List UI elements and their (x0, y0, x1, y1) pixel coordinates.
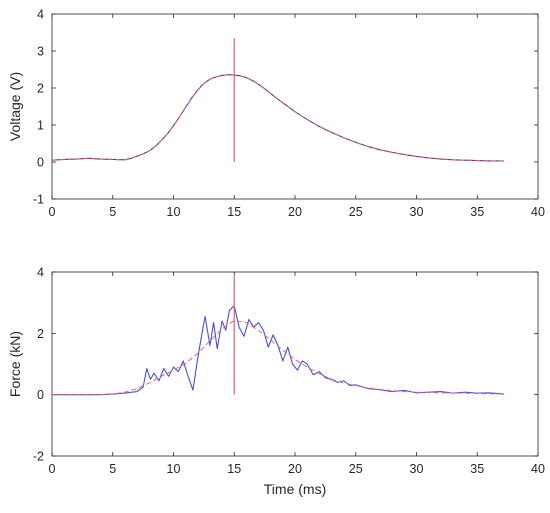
force-y-tick-label: 2 (37, 327, 44, 341)
voltage-axes-box (51, 13, 539, 200)
voltage-x-tick-label: 15 (227, 205, 241, 219)
force-y-tick-label: 4 (37, 266, 44, 280)
voltage-x-tick-label: 30 (410, 205, 424, 219)
force-x-tick-label: 5 (109, 462, 116, 476)
voltage-x-tick-label: 5 (109, 205, 116, 219)
voltage-y-tick-label: 0 (37, 156, 44, 170)
force-x-tick-label: 0 (49, 462, 56, 476)
voltage-x-tick-label: 20 (288, 205, 302, 219)
force-x-tick-label: 40 (531, 462, 545, 476)
force-y-tick-label: -2 (33, 450, 44, 464)
force-axes-box (51, 271, 539, 457)
voltage-x-tick-label: 0 (49, 205, 56, 219)
voltage-x-tick-label: 40 (531, 205, 545, 219)
force-x-tick-label: 30 (410, 462, 424, 476)
voltage-x-tick-label: 25 (349, 205, 363, 219)
voltage-x-tick-label: 35 (470, 205, 484, 219)
force-chart: 0 5 10 15 20 25 30 35 40 -2 0 2 4 Force (kN) Time (ms) (7, 266, 545, 498)
voltage-y-tick-label: 3 (37, 45, 44, 59)
force-x-tick-label: 10 (167, 462, 181, 476)
force-y-tick-label: 0 (37, 388, 44, 402)
voltage-y-tick-label: 4 (37, 8, 44, 22)
force-x-tick-label: 35 (470, 462, 484, 476)
force-x-tick-label: 15 (227, 462, 241, 476)
voltage-y-tick-label: -1 (33, 193, 44, 207)
force-x-axis-label: Time (ms) (264, 481, 326, 497)
voltage-series-fit-line (51, 74, 504, 162)
force-x-tick-label: 20 (288, 462, 302, 476)
voltage-series-measured-line (51, 74, 504, 162)
voltage-chart: 0 5 10 15 20 25 30 35 40 -1 0 1 2 3 4 Voltage (V) (7, 8, 545, 220)
force-series-measured-line (52, 305, 505, 396)
force-x-tick-label: 25 (349, 462, 363, 476)
voltage-y-tick-label: 2 (37, 82, 44, 96)
voltage-y-axis-label: Voltage (V) (7, 72, 23, 141)
force-y-axis-label: Force (kN) (7, 331, 23, 397)
force-series-fit-line (52, 319, 504, 396)
voltage-y-tick-label: 1 (37, 119, 44, 133)
voltage-x-tick-label: 10 (167, 205, 181, 219)
